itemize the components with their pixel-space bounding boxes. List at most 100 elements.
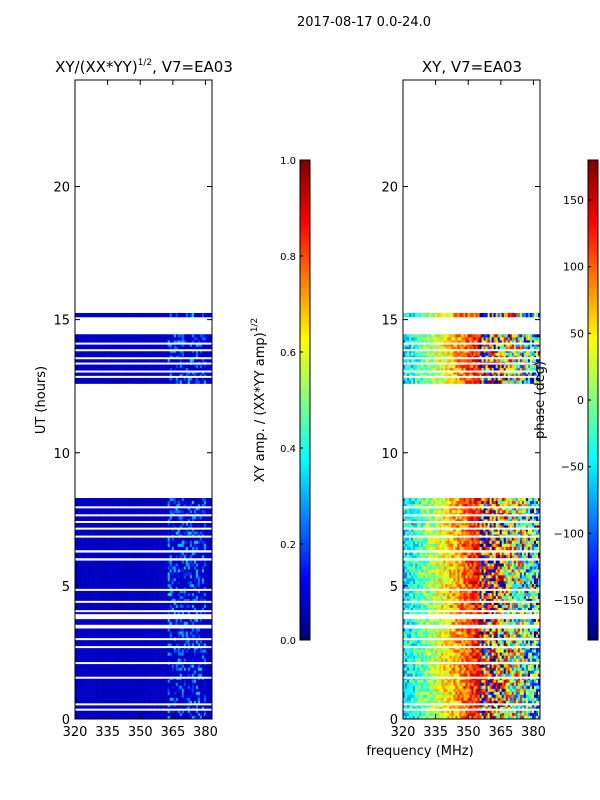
heatmap-cell — [159, 543, 162, 548]
heatmap-cell — [131, 621, 134, 625]
heatmap-cell — [117, 543, 120, 548]
heatmap-cell — [169, 712, 172, 717]
heatmap-cell — [165, 334, 168, 338]
heatmap-cell — [175, 566, 179, 570]
heatmap-cell — [117, 634, 120, 638]
heatmap-cell — [129, 543, 132, 548]
heatmap-cell — [185, 590, 189, 594]
heatmap-cell — [89, 694, 92, 699]
heatmap-cell — [117, 670, 120, 675]
heatmap-cell — [119, 563, 122, 567]
heatmap-cell — [179, 537, 183, 542]
heatmap-cell — [103, 679, 106, 684]
heatmap-cell — [149, 334, 152, 338]
heatmap-cell — [151, 566, 154, 570]
heatmap-cell — [207, 575, 211, 579]
heatmap-cell — [143, 697, 146, 702]
heatmap-cell — [175, 664, 179, 669]
heatmap-cell — [139, 584, 142, 588]
heatmap-cell — [207, 602, 211, 606]
heatmap-cell — [127, 531, 130, 535]
heatmap-cell — [173, 337, 177, 341]
heatmap-cell — [103, 607, 106, 612]
heatmap-cell — [95, 712, 98, 717]
heatmap-cell — [167, 593, 170, 597]
heatmap-cell — [185, 334, 189, 338]
heatmap-cell — [109, 569, 112, 573]
heatmap-cell — [163, 658, 166, 662]
heatmap-cell — [75, 587, 78, 591]
heatmap-cell — [127, 610, 130, 615]
heatmap-cell — [131, 655, 134, 659]
heatmap-cell — [121, 504, 124, 508]
heatmap-cell — [145, 552, 148, 556]
heatmap-cell — [165, 631, 168, 635]
heatmap-cell — [207, 667, 211, 672]
heatmap-cell — [125, 670, 128, 675]
heatmap-cell — [91, 679, 94, 684]
heatmap-cell — [121, 531, 124, 535]
heatmap-cell — [203, 604, 207, 609]
heatmap-cell — [189, 715, 193, 720]
heatmap-cell — [175, 593, 179, 597]
heatmap-cell — [117, 643, 120, 647]
heatmap-cell — [169, 602, 172, 606]
heatmap-cell — [95, 552, 98, 556]
heatmap-cell — [121, 673, 124, 678]
heatmap-cell — [101, 575, 104, 579]
heatmap-cell — [85, 694, 88, 699]
heatmap-cell — [123, 679, 126, 684]
heatmap-cell — [159, 610, 162, 615]
heatmap-cell — [95, 667, 98, 672]
heatmap-cell — [179, 703, 183, 708]
heatmap-cell — [207, 498, 211, 502]
heatmap-cell — [205, 334, 209, 338]
heatmap-cell — [173, 510, 177, 514]
heatmap-cell — [115, 599, 118, 603]
heatmap-cell — [197, 619, 201, 623]
heatmap-cell — [93, 543, 96, 548]
heatmap-cell — [159, 334, 162, 338]
heatmap-cell — [191, 694, 195, 699]
heatmap-cell — [199, 537, 203, 542]
heatmap-cell — [111, 507, 114, 511]
heatmap-cell — [159, 563, 162, 567]
heatmap-cell — [141, 575, 144, 579]
heatmap-cell — [83, 607, 86, 612]
heatmap-cell — [199, 706, 203, 711]
heatmap-cell — [201, 691, 205, 696]
heatmap-cell — [101, 631, 104, 635]
heatmap-cell — [167, 337, 170, 341]
heatmap-cell — [177, 646, 181, 650]
heatmap-cell — [89, 540, 92, 545]
heatmap-cell — [167, 602, 170, 606]
heatmap-cell — [167, 575, 170, 579]
heatmap-cell — [203, 685, 207, 690]
heatmap-cell — [155, 596, 158, 600]
heatmap-cell — [91, 703, 94, 708]
heatmap-cell — [191, 604, 195, 609]
heatmap-cell — [199, 510, 203, 514]
heatmap-cell — [195, 504, 199, 508]
heatmap-cell — [199, 501, 203, 505]
heatmap-cell — [161, 610, 164, 615]
heatmap-cell — [181, 566, 185, 570]
heatmap-cell — [179, 712, 183, 717]
heatmap-cell — [207, 691, 211, 696]
heatmap-cell — [135, 652, 138, 656]
heatmap-cell — [83, 712, 86, 717]
heatmap-cell — [89, 572, 92, 576]
heatmap-cell — [91, 697, 94, 702]
heatmap-cell — [119, 531, 122, 535]
heatmap-cell — [175, 584, 179, 588]
heatmap-cell — [175, 552, 179, 556]
heatmap-cell — [107, 628, 110, 632]
heatmap-cell — [175, 569, 179, 573]
heatmap-cell — [113, 655, 116, 659]
heatmap-cell — [143, 694, 146, 699]
heatmap-cell — [171, 334, 175, 338]
heatmap-cell — [189, 619, 193, 623]
heatmap-cell — [191, 621, 195, 625]
heatmap-cell — [175, 334, 179, 338]
heatmap-cell — [131, 498, 134, 502]
